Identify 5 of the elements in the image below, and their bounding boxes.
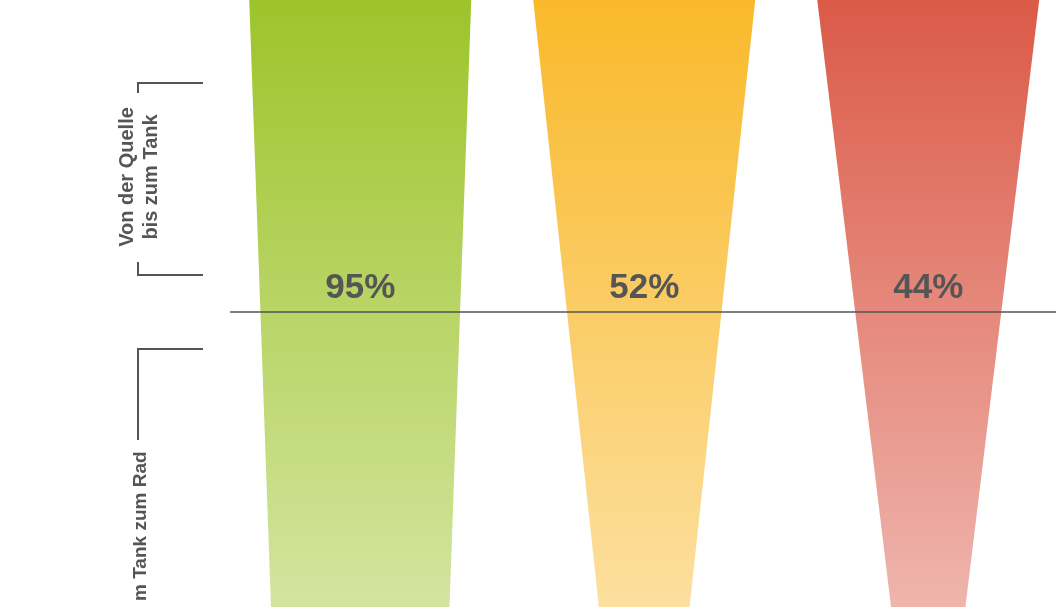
data-label: 52% [609,266,680,305]
text: m Tank zum Rad [129,451,150,601]
data-label: 44% [893,266,964,305]
data-label: 95% [325,266,396,305]
text: Von der Quelle bis zum Tank [115,107,161,247]
